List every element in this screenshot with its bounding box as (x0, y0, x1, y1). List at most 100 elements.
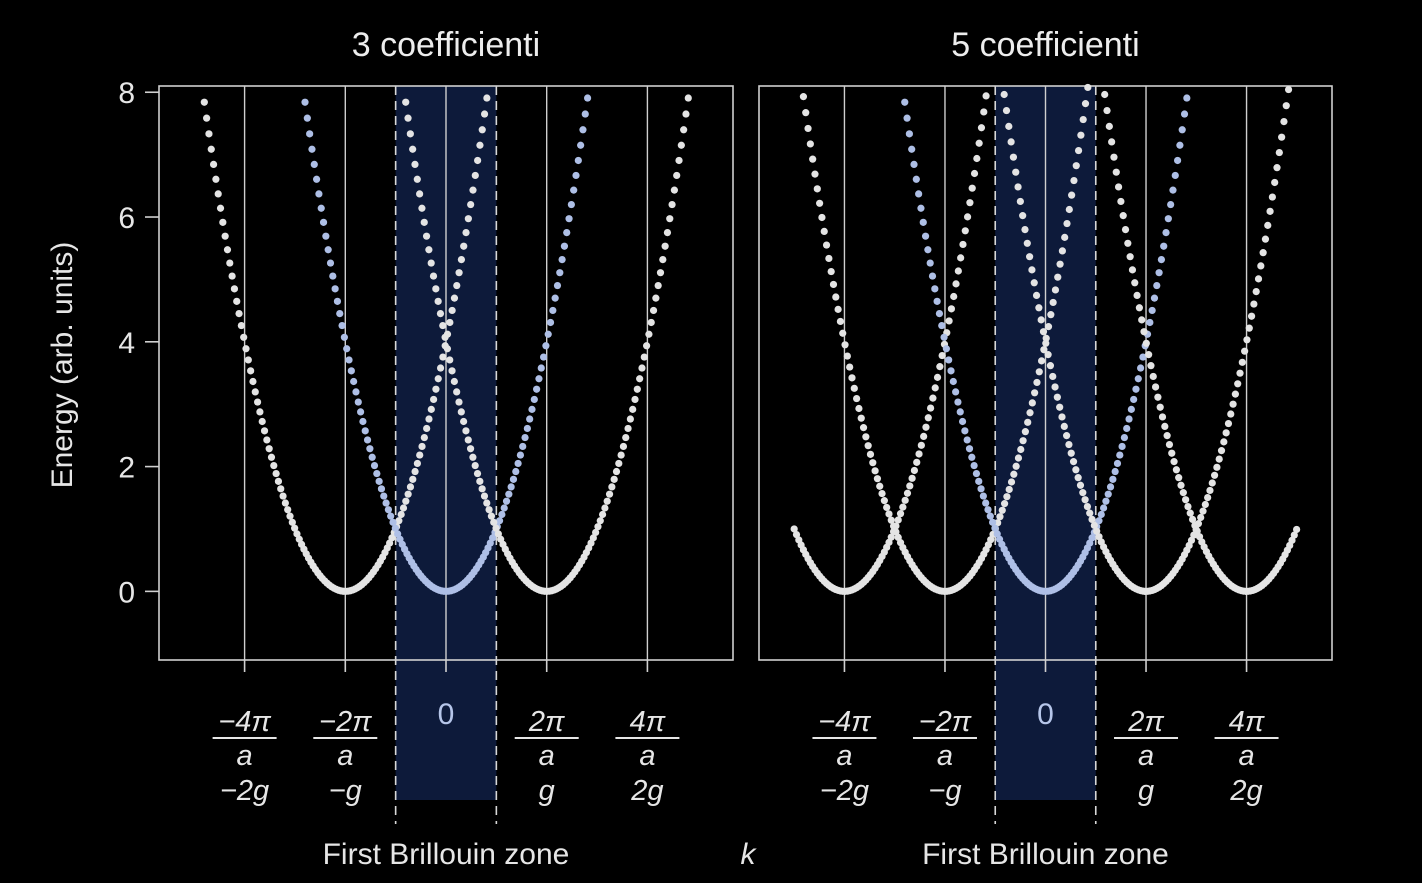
data-point (404, 114, 412, 122)
data-point (917, 441, 925, 449)
data-point (313, 175, 321, 183)
data-point (272, 469, 280, 478)
data-point (242, 345, 250, 353)
series-parabola-4 (1101, 90, 1301, 595)
data-point (966, 199, 974, 207)
data-point (514, 459, 522, 468)
data-point (963, 213, 972, 221)
data-point (370, 461, 379, 470)
data-point (1097, 510, 1105, 519)
data-point (1153, 281, 1161, 290)
data-point (927, 404, 935, 412)
data-point (1133, 291, 1141, 299)
data-point (1114, 183, 1123, 191)
data-point (368, 453, 376, 461)
data-point (1007, 138, 1015, 146)
data-point (397, 510, 405, 519)
data-point (952, 280, 960, 288)
data-point (908, 474, 916, 482)
data-point (666, 215, 674, 223)
data-point (920, 432, 928, 440)
data-point (480, 492, 489, 500)
data-point (929, 394, 937, 402)
data-point (279, 492, 287, 500)
data-point (652, 294, 660, 302)
data-point (277, 485, 285, 493)
x-tick-label-2: 0 (1037, 698, 1054, 731)
data-point (1168, 449, 1176, 457)
data-point (1188, 515, 1197, 524)
data-point (453, 388, 461, 396)
data-point (469, 453, 477, 461)
data-point (409, 475, 417, 483)
data-point (1264, 221, 1272, 229)
data-point (596, 517, 604, 525)
data-point (270, 461, 278, 470)
data-point (933, 373, 942, 381)
data-point (1042, 339, 1050, 347)
data-point (537, 364, 545, 372)
x-tick-numerator-3: 2π (528, 706, 565, 738)
data-point (906, 482, 914, 490)
data-point (834, 305, 842, 313)
data-point (317, 204, 325, 212)
data-point (469, 186, 477, 194)
data-point (464, 215, 472, 223)
data-point (1039, 328, 1048, 336)
data-point (256, 408, 264, 416)
data-point (866, 450, 875, 458)
data-point (1177, 481, 1185, 489)
data-point (1095, 517, 1103, 525)
data-point (1005, 122, 1013, 130)
y-tick-label-3: 6 (118, 202, 135, 235)
data-point (952, 388, 960, 396)
data-point (1002, 106, 1011, 115)
data-point (489, 534, 497, 542)
data-point (1058, 247, 1066, 255)
data-point (1167, 200, 1175, 209)
data-point (1245, 324, 1253, 332)
data-point (1021, 226, 1029, 234)
data-point (247, 367, 255, 375)
data-point (286, 512, 294, 520)
data-point (1124, 239, 1132, 247)
data-point (423, 424, 431, 433)
data-point (1023, 239, 1031, 247)
data-point (1102, 497, 1110, 505)
data-point (490, 518, 498, 526)
data-point (1250, 300, 1258, 308)
data-point (1063, 432, 1071, 440)
data-point (420, 218, 428, 226)
data-point (949, 377, 957, 386)
data-point (375, 477, 383, 485)
data-point (859, 424, 868, 432)
data-point (954, 398, 962, 406)
data-point (1028, 266, 1036, 274)
data-point (476, 141, 484, 149)
x-tick-denominator-0: a (237, 740, 253, 772)
data-point (977, 485, 985, 493)
data-point (502, 497, 511, 505)
data-point (1186, 509, 1194, 517)
data-point (841, 341, 849, 349)
data-point (682, 110, 690, 118)
data-point (235, 310, 243, 318)
data-point (1112, 168, 1120, 176)
data-point (1101, 90, 1109, 99)
data-point (942, 345, 950, 353)
data-point (581, 110, 589, 118)
data-point (402, 98, 410, 106)
data-point (500, 504, 508, 512)
data-point (258, 417, 266, 426)
data-point (673, 171, 681, 180)
data-point (450, 377, 458, 386)
data-point (226, 259, 234, 267)
data-point (1157, 256, 1166, 264)
data-point (512, 467, 520, 476)
data-point (526, 415, 534, 423)
data-point (850, 384, 858, 392)
data-point (1079, 115, 1087, 124)
data-point (931, 384, 939, 392)
data-point (1149, 372, 1157, 381)
data-point (802, 109, 810, 117)
